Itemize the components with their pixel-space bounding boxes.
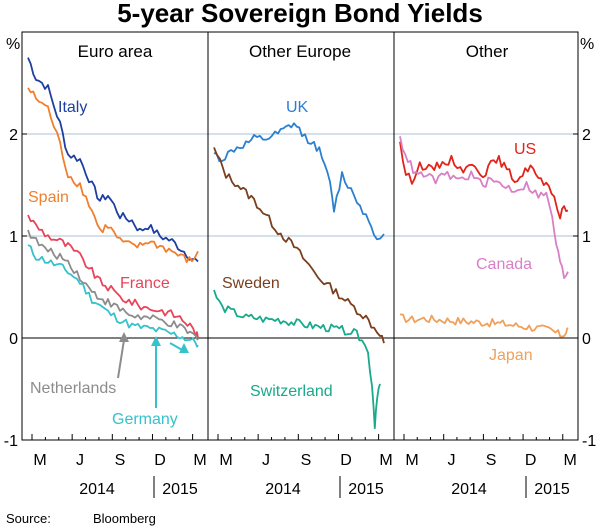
series-label-netherlands: Netherlands bbox=[30, 380, 116, 397]
y-unit-right: % bbox=[580, 36, 594, 53]
x-month-label-p1-0: M bbox=[219, 452, 232, 469]
x-month-label-p1-4: M bbox=[379, 452, 392, 469]
arrow-netherlands-head bbox=[119, 332, 129, 342]
series-label-us: US bbox=[514, 141, 536, 158]
x-month-label-p1-1: J bbox=[262, 452, 270, 469]
series-line-spain bbox=[27, 87, 199, 264]
series-line-france bbox=[27, 214, 199, 339]
series-label-spain: Spain bbox=[28, 189, 69, 206]
arrow-germany-end-head bbox=[179, 343, 189, 353]
x-month-label-p0-2: S bbox=[115, 452, 126, 469]
y-tick-labels: -1 -1 0 0 1 1 2 2 bbox=[4, 127, 597, 450]
source-label: Source: bbox=[6, 511, 51, 526]
y-tick-right-1: 1 bbox=[582, 229, 591, 246]
y-tick-left-0: 0 bbox=[9, 331, 18, 348]
series-label-sweden: Sweden bbox=[222, 275, 280, 292]
y-tick-right-0: 0 bbox=[582, 331, 591, 348]
x-month-label-p2-0: M bbox=[405, 452, 418, 469]
series-line-italy bbox=[27, 57, 199, 263]
x-year-2015-p1: 2015 bbox=[348, 481, 384, 498]
series-label-italy: Italy bbox=[58, 99, 87, 116]
panel-title-2: Other bbox=[466, 42, 509, 61]
arrow-germany-head bbox=[151, 336, 161, 346]
x-year-2015-p0: 2015 bbox=[162, 481, 198, 498]
x-month-label-p0-4: M bbox=[193, 452, 206, 469]
chart-title: 5-year Sovereign Bond Yields bbox=[117, 0, 483, 28]
y-tick-right--1: -1 bbox=[582, 433, 596, 450]
series-line-sweden bbox=[213, 147, 385, 344]
x-tick-labels: M J S D M 2014 2015 M J S D M 2014 2015 M J S D M 2014 2015 bbox=[31, 434, 577, 498]
y-tick-right-2: 2 bbox=[582, 127, 591, 144]
series-line-uk bbox=[213, 122, 385, 241]
x-month-label-p2-4: M bbox=[563, 452, 576, 469]
x-month-label-p2-1: J bbox=[448, 452, 456, 469]
source-value: Bloomberg bbox=[93, 511, 156, 526]
series-label-canada: Canada bbox=[476, 256, 532, 273]
x-year-2015-p2: 2015 bbox=[534, 481, 570, 498]
series-line-japan bbox=[399, 313, 569, 338]
label-arrows bbox=[117, 332, 189, 408]
series-label-uk: UK bbox=[286, 99, 309, 116]
series-line-germany bbox=[27, 244, 199, 348]
x-year-2014-p1: 2014 bbox=[265, 481, 301, 498]
x-month-label-p0-3: D bbox=[154, 452, 166, 469]
x-year-2014-p0: 2014 bbox=[79, 481, 115, 498]
arrow-netherlands-shaft bbox=[117, 339, 125, 379]
y-tick-left-1: 1 bbox=[9, 229, 18, 246]
x-month-label-p1-3: D bbox=[340, 452, 352, 469]
series-line-switzerland bbox=[213, 289, 381, 430]
series-label-france: France bbox=[120, 275, 170, 292]
y-tick-left--1: -1 bbox=[4, 433, 18, 450]
series-line-us bbox=[399, 141, 569, 220]
series-label-japan: Japan bbox=[489, 347, 533, 364]
x-month-label-p1-2: S bbox=[301, 452, 312, 469]
x-month-label-p2-3: D bbox=[525, 452, 537, 469]
x-month-label-p2-2: S bbox=[486, 452, 497, 469]
panel-title-0: Euro area bbox=[78, 42, 153, 61]
x-month-label-p0-1: J bbox=[76, 452, 84, 469]
x-year-2014-p2: 2014 bbox=[451, 481, 487, 498]
y-tick-left-2: 2 bbox=[9, 127, 18, 144]
panel-title-1: Other Europe bbox=[249, 42, 351, 61]
series-line-canada bbox=[399, 136, 569, 279]
x-month-label-p0-0: M bbox=[33, 452, 46, 469]
series-label-germany: Germany bbox=[112, 411, 178, 428]
series-line-netherlands bbox=[27, 229, 199, 341]
series-label-switzerland: Switzerland bbox=[250, 383, 333, 400]
series-labels: Italy Spain France Netherlands Germany UK Swed… bbox=[28, 99, 536, 428]
panel-titles: Euro area Other Europe Other bbox=[78, 42, 509, 61]
y-unit-left: % bbox=[6, 36, 20, 53]
series-lines bbox=[27, 57, 569, 430]
